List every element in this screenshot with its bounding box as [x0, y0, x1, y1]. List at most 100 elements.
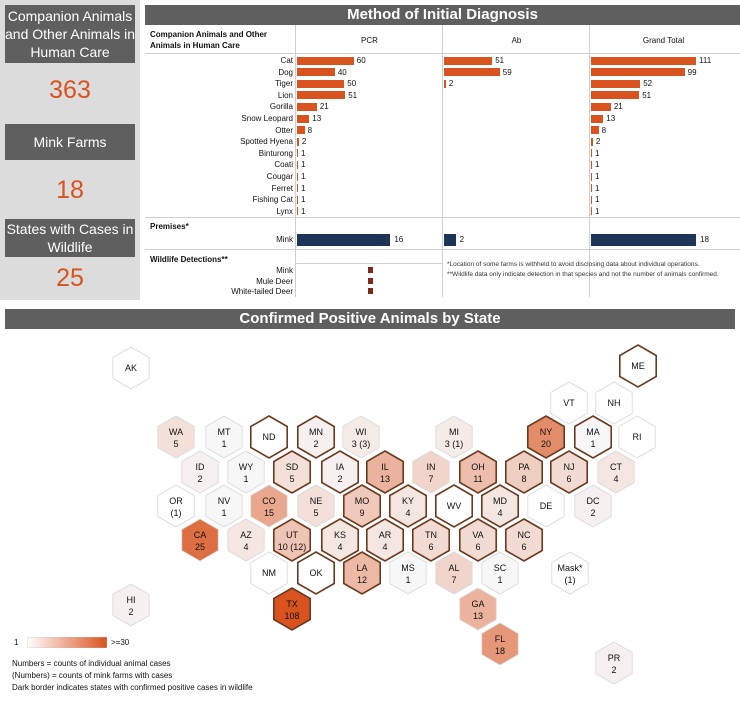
state-hex-tx[interactable]: TX 108	[272, 587, 312, 631]
state-abbr: NE	[310, 496, 323, 506]
state-hex-shape	[205, 484, 243, 528]
state-hex-al[interactable]: AL 7	[435, 551, 473, 595]
state-hex-ok[interactable]: OK	[296, 551, 336, 595]
state-abbr: ME	[631, 361, 645, 371]
state-hex-ak[interactable]: AK	[112, 346, 150, 390]
state-hex-pr[interactable]: PR 2	[595, 641, 633, 685]
state-hex-ga[interactable]: GA 13	[459, 587, 497, 631]
state-hex-il[interactable]: IL 13	[365, 450, 405, 494]
state-hex-shape	[435, 551, 473, 595]
bar-value-ab: 2	[448, 79, 454, 89]
bar-pcr	[297, 126, 305, 135]
state-hex-wy[interactable]: WY 1	[227, 450, 265, 494]
state-abbr: HI	[127, 595, 136, 605]
state-hex-nj[interactable]: NJ 6	[549, 450, 589, 494]
bar-total	[591, 114, 604, 123]
state-hex-shape	[434, 484, 474, 528]
state-hex-ma[interactable]: MA 1	[573, 415, 613, 459]
state-abbr: TX	[286, 599, 298, 609]
state-hex-oh[interactable]: OH 11	[458, 450, 498, 494]
state-hex-pa[interactable]: PA 8	[504, 450, 544, 494]
bar-total	[591, 149, 592, 158]
state-abbr: FL	[495, 634, 506, 644]
bar-value-pcr: 1	[301, 206, 306, 216]
map-title: Confirmed Positive Animals by State	[5, 309, 735, 329]
state-abbr: IA	[336, 462, 345, 472]
bar-pcr	[297, 79, 345, 88]
state-hex-hi[interactable]: HI 2	[112, 583, 150, 627]
state-hex-ut[interactable]: UT 10 (12)	[272, 518, 312, 562]
state-hex-ny[interactable]: NY 20	[526, 415, 566, 459]
state-abbr: LA	[356, 563, 367, 573]
state-hex-ne[interactable]: NE 5	[297, 484, 335, 528]
state-count: 108	[284, 611, 299, 621]
state-hex-shape	[296, 415, 336, 459]
column-divider	[295, 25, 296, 297]
state-hex-ca[interactable]: CA 25	[181, 518, 219, 562]
state-hex-nh[interactable]: NH	[595, 381, 633, 425]
state-hex-mi[interactable]: MI 3 (1)	[435, 415, 473, 459]
state-hex-ia[interactable]: IA 2	[320, 450, 360, 494]
state-hex-me[interactable]: ME	[618, 344, 658, 388]
state-hex-nv[interactable]: NV 1	[205, 484, 243, 528]
bar-value-total: 51	[642, 90, 652, 100]
state-hex-mn[interactable]: MN 2	[296, 415, 336, 459]
state-hex-va[interactable]: VA 6	[458, 518, 498, 562]
state-hex-ar[interactable]: AR 4	[365, 518, 405, 562]
animal-label: Spotted Hyena	[240, 137, 293, 147]
footnote-border: Dark border indicates states with confir…	[12, 683, 253, 692]
state-hex-ks[interactable]: KS 4	[320, 518, 360, 562]
state-hex-nd[interactable]: ND	[250, 415, 289, 459]
state-hex-ky[interactable]: KY 4	[388, 484, 428, 528]
state-hex-co[interactable]: CO 15	[250, 484, 288, 528]
state-hex-de[interactable]: DE	[527, 484, 565, 528]
state-hex-la[interactable]: LA 12	[342, 551, 382, 595]
state-count: 6	[475, 542, 480, 552]
bar-value-total: 1	[595, 160, 600, 170]
state-hex-id[interactable]: ID 2	[181, 450, 219, 494]
state-hex-ri[interactable]: RI	[618, 415, 656, 459]
state-hex-or[interactable]: OR (1)	[157, 484, 195, 528]
state-hex-ms[interactable]: MS 1	[389, 551, 427, 595]
state-hex-wv[interactable]: WV	[434, 484, 474, 528]
state-hex-shape	[595, 641, 633, 685]
state-hex-mt[interactable]: MT 1	[205, 415, 243, 459]
state-hex-tn[interactable]: TN 6	[411, 518, 451, 562]
state-hex-nm[interactable]: NM	[250, 551, 288, 595]
state-hex-wa[interactable]: WA 5	[157, 415, 195, 459]
kpi-value-mink-farms: 18	[56, 176, 84, 204]
state-hex-mask[interactable]: Mask* (1)	[551, 551, 589, 595]
kpi-label-mink-farms: Mink Farms	[5, 124, 135, 160]
state-abbr: OH	[471, 462, 485, 472]
state-hex-shape	[112, 583, 150, 627]
bar-value-total: 13	[606, 114, 616, 123]
state-hex-sc[interactable]: SC 1	[481, 551, 519, 595]
animal-label: Gorilla	[269, 102, 293, 112]
state-abbr: PR	[608, 653, 621, 663]
state-hex-in[interactable]: IN 7	[412, 450, 450, 494]
column-divider	[442, 25, 443, 297]
state-count: 1	[221, 508, 226, 518]
state-hex-wi[interactable]: WI 3 (3)	[342, 415, 380, 459]
state-hex-vt[interactable]: VT	[550, 381, 588, 425]
state-hex-md[interactable]: MD 4	[480, 484, 520, 528]
bar-total	[591, 91, 640, 100]
state-hex-shape	[365, 518, 405, 562]
state-hex-ct[interactable]: CT 4	[597, 450, 635, 494]
bar-pcr	[297, 114, 310, 123]
bar-ab	[444, 56, 493, 65]
animal-label: Cat	[280, 56, 293, 65]
state-hex-sd[interactable]: SD 5	[272, 450, 312, 494]
state-hex-fl[interactable]: FL 18	[481, 622, 519, 666]
bar-value-pcr: 1	[301, 160, 306, 170]
state-hex-az[interactable]: AZ 4	[227, 518, 265, 562]
state-hex-shape	[227, 518, 265, 562]
state-hex-mo[interactable]: MO 9	[342, 484, 382, 528]
state-hex-dc[interactable]: DC 2	[574, 484, 612, 528]
state-hex-shape	[388, 484, 428, 528]
state-hex-shape	[157, 484, 195, 528]
state-count: 11	[473, 474, 482, 484]
bar-pcr	[297, 91, 346, 100]
state-hex-shape	[551, 551, 589, 595]
state-hex-nc[interactable]: NC 6	[504, 518, 544, 562]
